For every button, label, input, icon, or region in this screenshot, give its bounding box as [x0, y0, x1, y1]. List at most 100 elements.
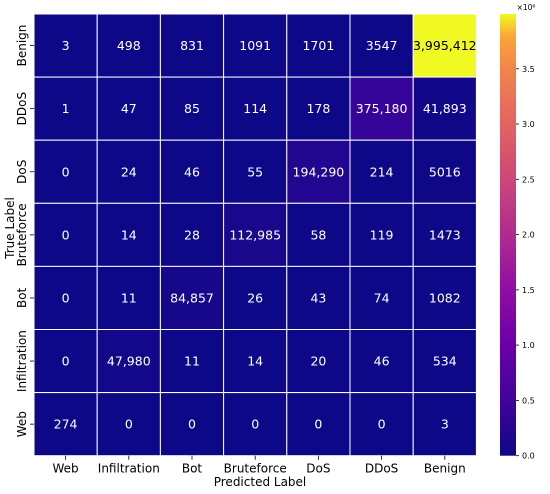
colorbar-tick-label: 0.0 [522, 452, 535, 461]
cell-value-label: 114 [243, 101, 267, 116]
heatmap-cells: 3 498 831 1091 1701 3547 3,995,412 1 47 85 114 178 3… [33, 13, 477, 457]
heatmap-cell-infiltration-infiltration [96, 329, 161, 394]
y-tick-labels: Benign DDoS DoS Bruteforce Bot Infiltration We… [15, 25, 34, 437]
cell-value-label: 24 [121, 164, 137, 179]
y-tick-label-bot: Bot [15, 287, 29, 308]
cell-value-label: 74 [374, 290, 390, 305]
cell-value-label: 119 [370, 227, 394, 242]
cell-value-label: 46 [184, 164, 200, 179]
x-tick-label-dos: DoS [306, 462, 330, 476]
heatmap-cell-ddos-bot [159, 76, 225, 141]
heatmap-cell-web-bruteforce [223, 392, 288, 457]
colorbar-tick-label: 3.5 [522, 65, 535, 74]
cell-value-label: 0 [125, 417, 133, 432]
cell-value-label: 14 [247, 354, 263, 369]
heatmap-cell-ddos-dos [286, 76, 351, 141]
cell-value-label: 0 [378, 417, 386, 432]
cell-value-label: 20 [310, 354, 326, 369]
colorbar-tick-label: 1.5 [522, 286, 535, 295]
heatmap-cell-infiltration-web [33, 329, 98, 394]
heatmap-cell-dos-dos [286, 139, 351, 204]
cell-value-label: 0 [62, 290, 70, 305]
cell-value-label: 1 [62, 101, 70, 116]
cell-value-label: 26 [247, 290, 263, 305]
heatmap-cell-benign-infiltration [96, 13, 161, 78]
y-tick-label-benign: Benign [15, 25, 29, 67]
heatmap-cell-bruteforce-infiltration [96, 202, 161, 267]
x-tick-label-infiltration: Infiltration [98, 462, 160, 476]
colorbar: 0.0 0.5 1.0 1.5 2.0 2.5 3.0 3.5 ×10⁶ [500, 3, 535, 461]
x-tick-label-ddos: DDoS [365, 462, 398, 476]
heatmap-cell-dos-bot [159, 139, 225, 204]
colorbar-tick-label: 2.5 [522, 175, 535, 184]
cell-value-label: 28 [184, 227, 200, 242]
cell-value-label: 47 [121, 101, 137, 116]
heatmap-cell-infiltration-bruteforce [223, 329, 288, 394]
heatmap-cell-infiltration-bot [159, 329, 225, 394]
cell-value-label: 1701 [302, 38, 334, 53]
cell-value-label: 178 [306, 101, 330, 116]
heatmap-cell-bot-web [33, 265, 98, 330]
cell-value-label: 498 [117, 38, 141, 53]
y-tick-label-ddos: DDoS [15, 92, 29, 125]
cell-value-label: 46 [374, 354, 390, 369]
cell-value-label: 274 [54, 417, 78, 432]
cell-value-label: 14 [121, 227, 137, 242]
cell-value-label: 11 [184, 354, 200, 369]
cell-value-label: 0 [314, 417, 322, 432]
cell-value-label: 831 [180, 38, 204, 53]
colorbar-tick-label: 0.5 [522, 396, 535, 405]
cell-value-label: 11 [121, 290, 137, 305]
heatmap-cell-infiltration-benign [412, 329, 477, 394]
cell-value-label: 58 [310, 227, 326, 242]
cell-value-label: 41,893 [423, 101, 467, 116]
heatmap-cell-web-ddos [349, 392, 414, 457]
y-tick-label-infiltration: Infiltration [15, 330, 29, 392]
cell-value-label: 1082 [429, 290, 461, 305]
heatmap-cell-ddos-benign [412, 76, 477, 141]
cell-value-label: 3 [62, 38, 70, 53]
cell-value-label: 3547 [366, 38, 398, 53]
colorbar-gradient [500, 14, 516, 456]
heatmap-cell-dos-ddos [349, 139, 414, 204]
heatmap-cell-web-bot [159, 392, 225, 457]
heatmap-cell-dos-benign [412, 139, 477, 204]
cell-value-label: 0 [251, 417, 259, 432]
cell-value-label: 112,985 [229, 227, 281, 242]
cell-value-label: 1091 [239, 38, 271, 53]
cell-value-label: 194,290 [293, 164, 345, 179]
x-axis-title: Predicted Label [214, 475, 307, 489]
heatmap-cell-bruteforce-bruteforce [223, 202, 288, 267]
cell-value-label: 47,980 [107, 354, 151, 369]
cell-value-label: 5016 [429, 164, 461, 179]
heatmap-cell-web-dos [286, 392, 351, 457]
heatmap-cell-bot-bot [159, 265, 225, 330]
x-tick-label-web: Web [53, 462, 79, 476]
cell-value-label: 3 [441, 417, 449, 432]
y-axis-title: True Label [3, 197, 17, 260]
x-tick-label-benign: Benign [424, 462, 466, 476]
colorbar-tick-label: 3.0 [522, 120, 535, 129]
heatmap-cell-dos-bruteforce [223, 139, 288, 204]
cell-value-label: 534 [433, 354, 457, 369]
colorbar-scale-label: ×10⁶ [517, 3, 536, 12]
heatmap-cell-bruteforce-web [33, 202, 98, 267]
cell-value-label: 55 [247, 164, 263, 179]
cell-value-label: 214 [370, 164, 394, 179]
heatmap-cell-benign-bot [159, 13, 225, 78]
heatmap-cell-dos-infiltration [96, 139, 161, 204]
cell-value-label: 43 [310, 290, 326, 305]
heatmap-cell-bruteforce-benign [412, 202, 477, 267]
heatmap-cell-benign-bruteforce [223, 13, 288, 78]
cell-value-label: 84,857 [170, 290, 214, 305]
cell-value-label: 375,180 [356, 101, 408, 116]
heatmap-cell-benign-ddos [349, 13, 414, 78]
cell-value-label: 1473 [429, 227, 461, 242]
heatmap-cell-web-web [33, 392, 98, 457]
cell-value-label: 85 [184, 101, 200, 116]
heatmap-cell-infiltration-dos [286, 329, 351, 394]
heatmap-cell-web-benign [412, 392, 477, 457]
heatmap-cell-bruteforce-ddos [349, 202, 414, 267]
x-tick-label-bruteforce: Bruteforce [224, 462, 287, 476]
